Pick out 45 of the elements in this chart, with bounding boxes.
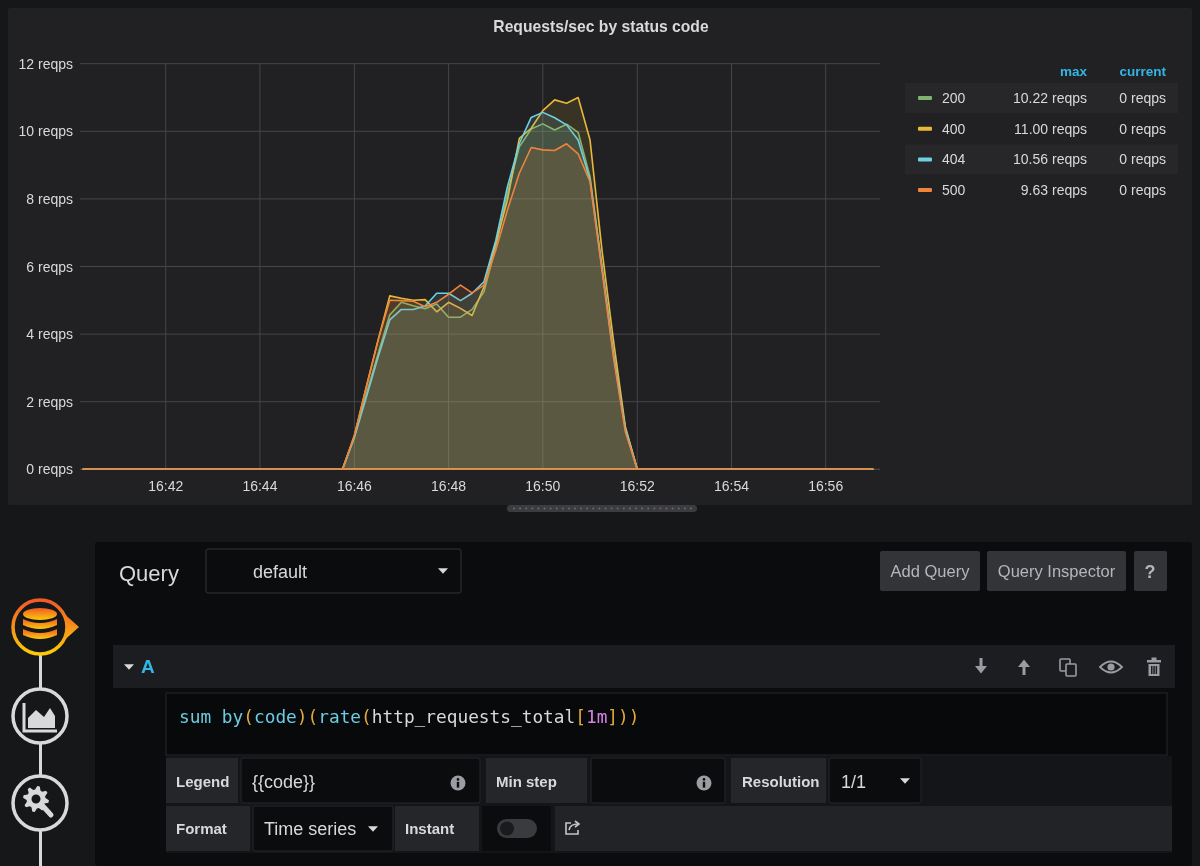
x-tick-label: 16:56 — [808, 478, 844, 494]
text: max — [1059, 64, 1088, 79]
text: 0 reqps — [1119, 120, 1166, 137]
text: {{code}} — [252, 772, 316, 792]
text: A — [141, 656, 155, 677]
legend-label: 400 — [942, 120, 966, 137]
text: Legend — [176, 772, 230, 790]
legend-label: 200 — [942, 90, 966, 106]
chart-title: Requests/sec by status code — [493, 18, 709, 35]
text: current — [1119, 64, 1167, 79]
text: 1/1 — [841, 772, 867, 792]
legend-label: 404 — [942, 151, 966, 168]
text: 10.22 reqps — [1013, 90, 1087, 106]
x-tick-label: 16:42 — [148, 478, 184, 494]
y-tick-label: 6 reqps — [26, 258, 73, 275]
y-tick-label: 0 reqps — [26, 461, 73, 478]
x-tick-label: 16:50 — [525, 478, 561, 494]
y-tick-label: 12 reqps — [18, 55, 73, 72]
text: 0 reqps — [1119, 151, 1166, 168]
text: 0 reqps — [1119, 90, 1166, 106]
x-tick-label: 16:52 — [619, 478, 656, 494]
text: Min step — [496, 772, 557, 790]
y-tick-label: 8 reqps — [26, 190, 73, 207]
x-tick-label: 16:54 — [713, 478, 750, 494]
x-tick-label: 16:44 — [242, 478, 278, 494]
text: Query — [119, 561, 179, 586]
text: Query Inspector — [997, 562, 1116, 580]
text: 9.63 reqps — [1020, 182, 1087, 199]
legend-label: 500 — [942, 182, 966, 199]
text: 11.00 reqps — [1014, 120, 1087, 137]
y-tick-label: 4 reqps — [26, 326, 73, 343]
x-tick-label: 16:48 — [431, 478, 467, 494]
text: Resolution — [742, 772, 820, 790]
text: Time series — [264, 819, 357, 839]
text: default — [253, 562, 308, 582]
text: 10.56 reqps — [1013, 151, 1087, 168]
text: Instant — [405, 819, 455, 837]
text: Format — [176, 819, 227, 837]
y-tick-label: 2 reqps — [26, 393, 73, 410]
y-tick-label: 10 reqps — [18, 123, 73, 140]
text: 0 reqps — [1119, 182, 1166, 199]
x-tick-label: 16:46 — [336, 478, 373, 494]
text: ? — [1144, 562, 1156, 582]
text: Add Query — [890, 562, 971, 580]
text: sum by(code)(rate(http_requests_total[1m])) — [179, 706, 640, 727]
